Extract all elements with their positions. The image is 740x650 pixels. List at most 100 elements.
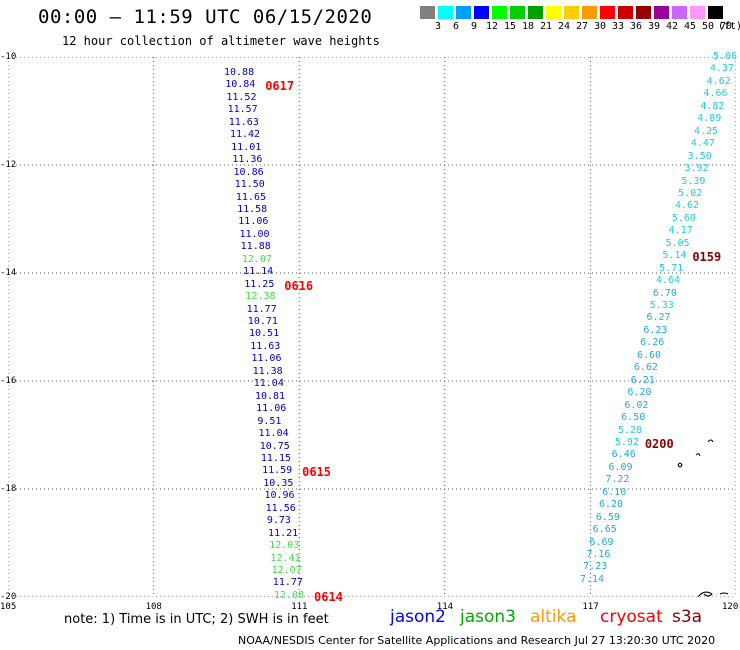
legend-swatch xyxy=(420,6,435,19)
swh-value: 4.37 xyxy=(709,63,734,75)
legend-swatch xyxy=(600,6,615,19)
legend-label: 36 xyxy=(629,21,643,32)
legend-label: 70 xyxy=(719,21,733,32)
swh-value: 12.07 xyxy=(271,565,302,576)
legend-label: 27 xyxy=(575,21,589,32)
swh-value: 12.08 xyxy=(274,589,305,601)
page-subtitle: 12 hour collection of altimeter wave hei… xyxy=(62,34,380,48)
lon-tick-label: 105 xyxy=(0,602,17,612)
swh-value: 6.46 xyxy=(611,449,636,461)
swh-value: 6.21 xyxy=(630,374,655,386)
track-time-label: 0200 xyxy=(644,436,674,451)
swh-value: 4.66 xyxy=(703,88,728,100)
swh-value: 10.71 xyxy=(247,316,278,327)
legend-label: 15 xyxy=(503,21,517,32)
legend-swatch xyxy=(528,6,543,19)
lon-tick-label: 120 xyxy=(722,602,739,612)
swh-value: 11.88 xyxy=(240,241,271,253)
map-plot xyxy=(8,57,736,597)
legend-swatch xyxy=(618,6,633,19)
swh-value: 9.73 xyxy=(266,515,291,527)
swh-value: 10.51 xyxy=(249,328,280,340)
swh-value: 7.23 xyxy=(583,561,608,573)
note-text: note: 1) Time is in UTC; 2) SWH is in fe… xyxy=(64,612,329,627)
lon-tick-label: 108 xyxy=(145,602,162,612)
swh-value: 4.17 xyxy=(668,225,693,237)
swh-value: 11.36 xyxy=(232,154,263,166)
footer-credit: NOAA/NESDIS Center for Satellite Applica… xyxy=(238,634,716,647)
swh-value: 5.33 xyxy=(649,300,674,311)
swh-value: 11.00 xyxy=(239,228,270,240)
swh-value: 12.41 xyxy=(270,552,301,564)
swh-value: 11.01 xyxy=(231,141,262,153)
legend-swatch xyxy=(690,6,705,19)
swh-value: 6.69 xyxy=(589,536,614,548)
legend-label: 18 xyxy=(521,21,535,32)
swh-value: 6.10 xyxy=(602,486,627,498)
lat-tick-label: -12 xyxy=(0,160,17,170)
lat-tick-label: -14 xyxy=(0,268,17,278)
swh-value: 11.56 xyxy=(265,502,296,514)
swh-value: 10.35 xyxy=(263,477,294,489)
swh-value: 7.22 xyxy=(605,474,630,486)
track-time-label: 0614 xyxy=(314,589,343,604)
swh-value: 4.82 xyxy=(700,100,725,112)
legend-swatch xyxy=(564,6,579,19)
swh-value: 10.84 xyxy=(225,79,256,91)
swh-value: 11.63 xyxy=(228,116,259,128)
swh-value: 6.23 xyxy=(643,324,668,336)
swh-value: 5.14 xyxy=(662,250,687,262)
swh-value: 11.77 xyxy=(272,577,303,589)
grid-lines xyxy=(8,57,736,597)
legend-swatch xyxy=(636,6,651,19)
swh-value: 5.28 xyxy=(618,424,643,436)
swh-value: 10.75 xyxy=(259,440,290,452)
legend-label: 6 xyxy=(452,21,460,32)
legend-swatch xyxy=(438,6,453,19)
satellite-name: jason3 xyxy=(460,607,516,627)
swh-value: 10.81 xyxy=(254,390,286,402)
legend-label: 45 xyxy=(683,21,697,32)
swh-value: 11.59 xyxy=(262,465,293,477)
swh-value: 11.15 xyxy=(260,452,291,464)
legend-swatch xyxy=(582,6,597,19)
swh-value: 11.14 xyxy=(243,266,274,278)
legend-label: 50 xyxy=(701,21,715,32)
legend-label: 24 xyxy=(557,21,571,32)
swh-value: 11.65 xyxy=(235,191,266,203)
swh-value: 5.60 xyxy=(671,212,696,224)
swh-value: 5.39 xyxy=(681,175,706,187)
legend-swatch xyxy=(474,6,489,19)
swh-value: 12.07 xyxy=(241,253,272,265)
satellite-name: jason2 xyxy=(390,607,446,627)
legend-swatch xyxy=(510,6,525,19)
swh-value: 12.03 xyxy=(269,540,300,552)
swh-value: 6.20 xyxy=(627,387,652,399)
swh-value: 6.26 xyxy=(640,337,665,349)
legend-swatch xyxy=(456,6,471,19)
legend-label: 21 xyxy=(539,21,553,32)
legend-swatch xyxy=(654,6,669,19)
swh-value: 5.06 xyxy=(713,51,738,62)
swh-value: 9.51 xyxy=(257,415,282,427)
swh-value: 4.25 xyxy=(694,125,719,137)
swh-value: 4.62 xyxy=(706,75,731,87)
legend-label: 39 xyxy=(647,21,661,32)
swh-value: 11.52 xyxy=(226,91,257,103)
swh-value: 10.96 xyxy=(264,490,295,502)
track-time-label: 0159 xyxy=(692,250,722,265)
satellite-name: s3a xyxy=(672,607,703,627)
swh-value: 11.25 xyxy=(244,278,275,290)
lat-tick-label: -18 xyxy=(0,484,17,494)
lon-tick-label: 117 xyxy=(582,602,599,612)
coastline xyxy=(677,439,729,597)
legend-label: 3 xyxy=(434,21,442,32)
swh-value: 11.04 xyxy=(253,378,284,390)
swh-value: 5.71 xyxy=(659,262,684,274)
swh-value: 6.09 xyxy=(608,461,633,473)
swh-value: 4.62 xyxy=(675,200,700,212)
lat-tick-label: -20 xyxy=(0,592,17,602)
swh-value: 11.58 xyxy=(237,203,268,215)
